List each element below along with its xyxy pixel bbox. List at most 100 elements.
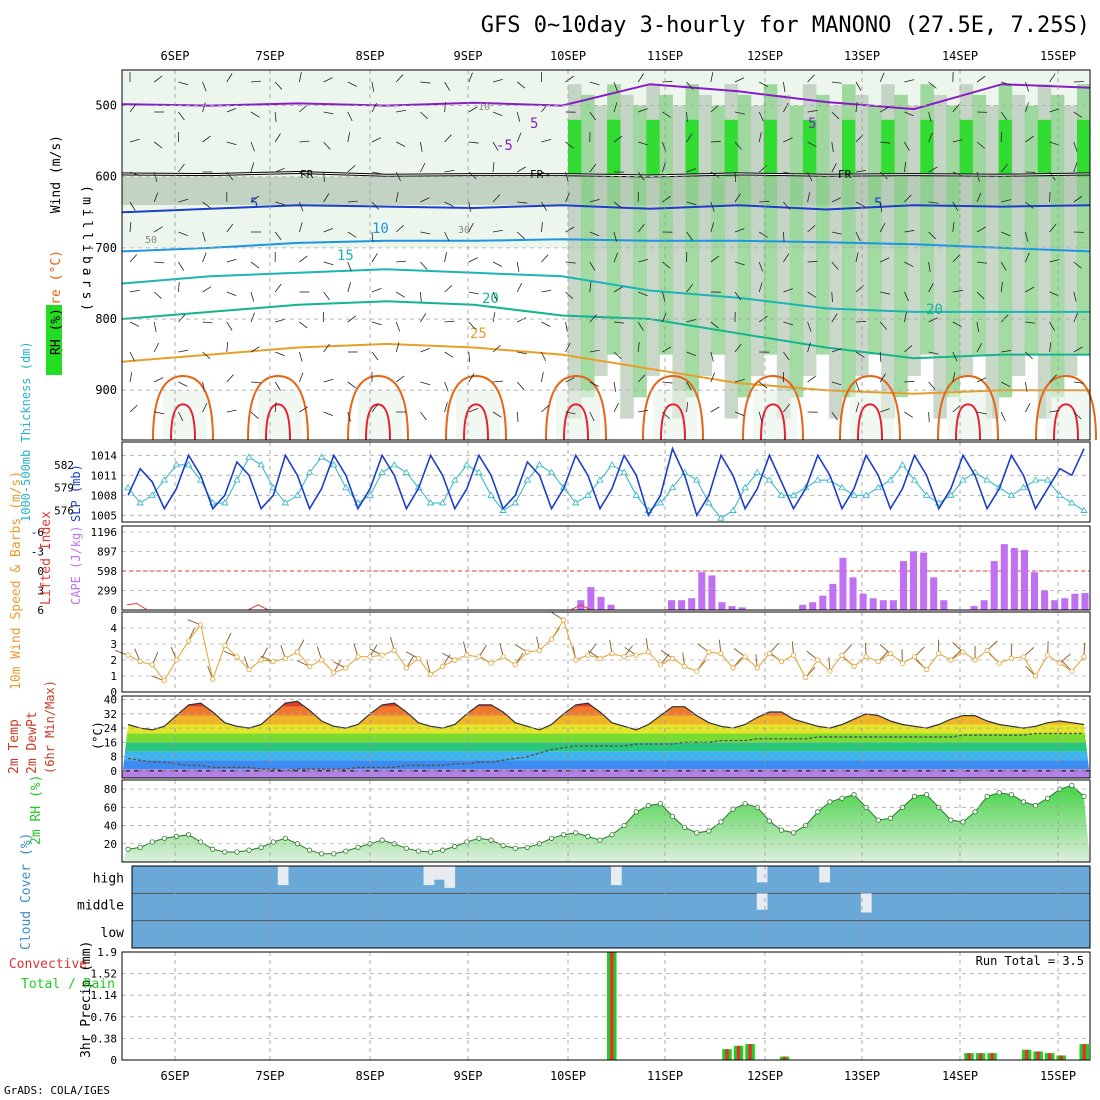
- date-label-bottom: 7SEP: [256, 1069, 285, 1083]
- wind-barb: [710, 105, 719, 113]
- thickness-point: [281, 499, 290, 506]
- rh-point: [1008, 791, 1014, 798]
- wind-speed-point: [367, 654, 373, 660]
- rh-point: [996, 790, 1002, 796]
- wind-barb: [565, 411, 576, 415]
- rh-saturated-patch: [1076, 119, 1091, 177]
- pressure-tick-label: 600: [95, 170, 117, 184]
- thickness-point: [366, 491, 374, 498]
- ylabel-slp: SLP (mb): [69, 464, 83, 522]
- wind-barb: [1073, 195, 1083, 203]
- wind-barb: [492, 380, 503, 383]
- thickness-point: [850, 491, 858, 498]
- wind-barb: [879, 72, 885, 83]
- wind-speed-point: [246, 666, 252, 673]
- wind-barb: [347, 411, 351, 422]
- wind-barb: [153, 291, 162, 299]
- wind-barb: [129, 201, 136, 211]
- wind-barb: [1000, 411, 1006, 422]
- wind-barb: [274, 381, 281, 391]
- rh-point: [718, 819, 724, 825]
- wind-barb: [517, 317, 527, 323]
- wind-barb: [1049, 291, 1059, 297]
- rh-point: [319, 851, 325, 857]
- wind-barb: [444, 402, 448, 413]
- wind-barb: [347, 315, 357, 323]
- wind-barb: [178, 314, 186, 323]
- wind-barb: [1025, 102, 1029, 113]
- wind-barb: [1073, 81, 1084, 83]
- wind-barb: [274, 133, 281, 143]
- rh-saturated-patch: [920, 119, 934, 177]
- upper-ylabel: Wind (m/s)Temperature (°C)RH (%): [46, 135, 64, 375]
- rh-saturated-patch: [763, 119, 778, 177]
- wind-barb: [468, 257, 478, 263]
- wind-barb: [710, 255, 720, 263]
- wind-barb: [638, 259, 648, 263]
- thickness-point: [765, 476, 774, 483]
- wind-speed-point: [476, 654, 482, 660]
- wind-barb: [396, 109, 407, 113]
- upper-ylabel-axis: (millibars): [79, 185, 94, 315]
- wind-barb: [323, 193, 330, 203]
- wind-barb: [468, 408, 479, 413]
- rh-wet-column: [829, 105, 843, 419]
- thickness-point: [451, 476, 459, 483]
- wind-barb: [323, 261, 334, 266]
- ylabel-rh: RH (%): [49, 308, 64, 355]
- contour-label: 5: [874, 196, 882, 212]
- wind-barb: [444, 351, 454, 358]
- wind-speed-point: [839, 652, 845, 658]
- rh-saturated-patch: [959, 119, 974, 177]
- wind-barb: [613, 286, 623, 293]
- thickness-point: [753, 468, 761, 475]
- rh-point: [149, 839, 155, 845]
- wind-barb: [637, 73, 644, 83]
- wind-barb: [178, 349, 189, 353]
- wind-barb: [347, 381, 357, 389]
- wind-barb: [516, 381, 525, 390]
- wind-speed-point: [936, 650, 942, 657]
- wind-barb: [928, 261, 931, 272]
- wind-barb: [444, 320, 455, 323]
- li-tick-label: 0: [37, 565, 44, 578]
- contour-label: 10: [372, 221, 389, 237]
- thickness-point: [705, 499, 713, 506]
- cape-background: [122, 526, 1090, 610]
- wind-barb: [758, 165, 768, 173]
- wind-barb: [468, 321, 476, 330]
- wind-barb: [371, 403, 379, 413]
- cape-bar: [980, 600, 988, 610]
- wind-barb: [420, 141, 423, 152]
- wind-barb: [1073, 111, 1083, 118]
- wind-barb: [347, 231, 357, 238]
- wind-speed-point: [911, 654, 918, 660]
- wind-barb: [420, 81, 431, 84]
- wind-barb: [226, 291, 237, 296]
- wind-barb: [831, 411, 839, 421]
- wind-barb: [1073, 291, 1077, 302]
- rh-point: [548, 835, 555, 841]
- wind-barb: [734, 111, 745, 115]
- wind-barb: [492, 79, 503, 83]
- wind-speed-point: [633, 652, 639, 658]
- isotherm-line: [121, 342, 1090, 395]
- ylabel-rh2m: 2m RH (%): [29, 775, 44, 845]
- contour-label: 20: [926, 302, 943, 318]
- wind-barb: [976, 141, 986, 149]
- wind-barb: [904, 380, 915, 383]
- wind-barb: [541, 222, 543, 233]
- precip-tick-label: 1.14: [91, 989, 118, 1002]
- date-label-top: 7SEP: [256, 49, 285, 63]
- wind-barb: [758, 381, 768, 389]
- wind-barb: [250, 312, 255, 323]
- wind-barb: [1049, 141, 1060, 146]
- wind-barb: [686, 168, 697, 173]
- wind-barb: [928, 231, 937, 240]
- isotherm-35-loop: [955, 403, 981, 441]
- wind-barb: [831, 231, 842, 235]
- wind-speed-point: [815, 657, 821, 663]
- wind-speed-point: [391, 647, 397, 654]
- wind-speed-point: [730, 665, 736, 671]
- rh-boundary-layer: [653, 390, 697, 440]
